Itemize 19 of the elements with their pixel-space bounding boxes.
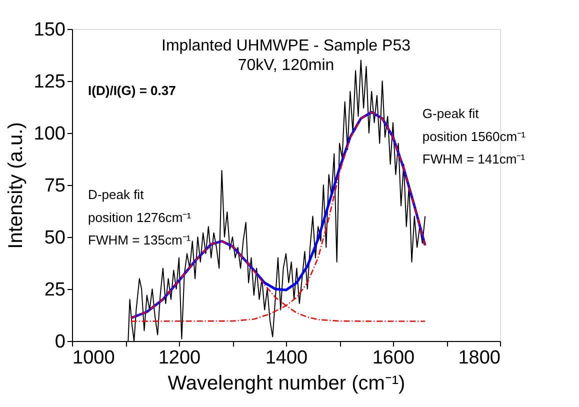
x-axis-title: Wavelenght number (cm⁻¹) xyxy=(168,372,406,394)
x-tick-label: 1600 xyxy=(372,348,415,368)
y-tick-label: 75 xyxy=(44,176,66,196)
y-tick-label: 150 xyxy=(34,20,66,40)
text: 70kV, 120min xyxy=(238,57,334,74)
y-axis-title: Intensity (a.u.) xyxy=(4,122,27,249)
y-tick-label: 50 xyxy=(44,228,66,248)
y-tick-label: 100 xyxy=(34,124,66,144)
x-tick-label: 1400 xyxy=(265,348,308,368)
x-tick-label: 1000 xyxy=(72,348,115,368)
annotation: D-peak fit position 1276cm⁻¹ FWHM = 135cm⁻¹ xyxy=(88,187,192,248)
x-tick-label: 1200 xyxy=(158,348,201,368)
text: Implanted UHMWPE - Sample P53 xyxy=(162,37,411,54)
x-tick-label: 1800 xyxy=(458,348,500,368)
y-tick-label: 125 xyxy=(34,72,66,92)
annotation: I(D)/I(G) = 0.37 xyxy=(88,83,176,98)
annotation: G-peak fit position 1560cm⁻¹ FWHM = 141cm⁻¹ xyxy=(422,106,526,167)
y-tick-label: 25 xyxy=(44,280,66,300)
y-tick-label: 0 xyxy=(54,332,66,352)
